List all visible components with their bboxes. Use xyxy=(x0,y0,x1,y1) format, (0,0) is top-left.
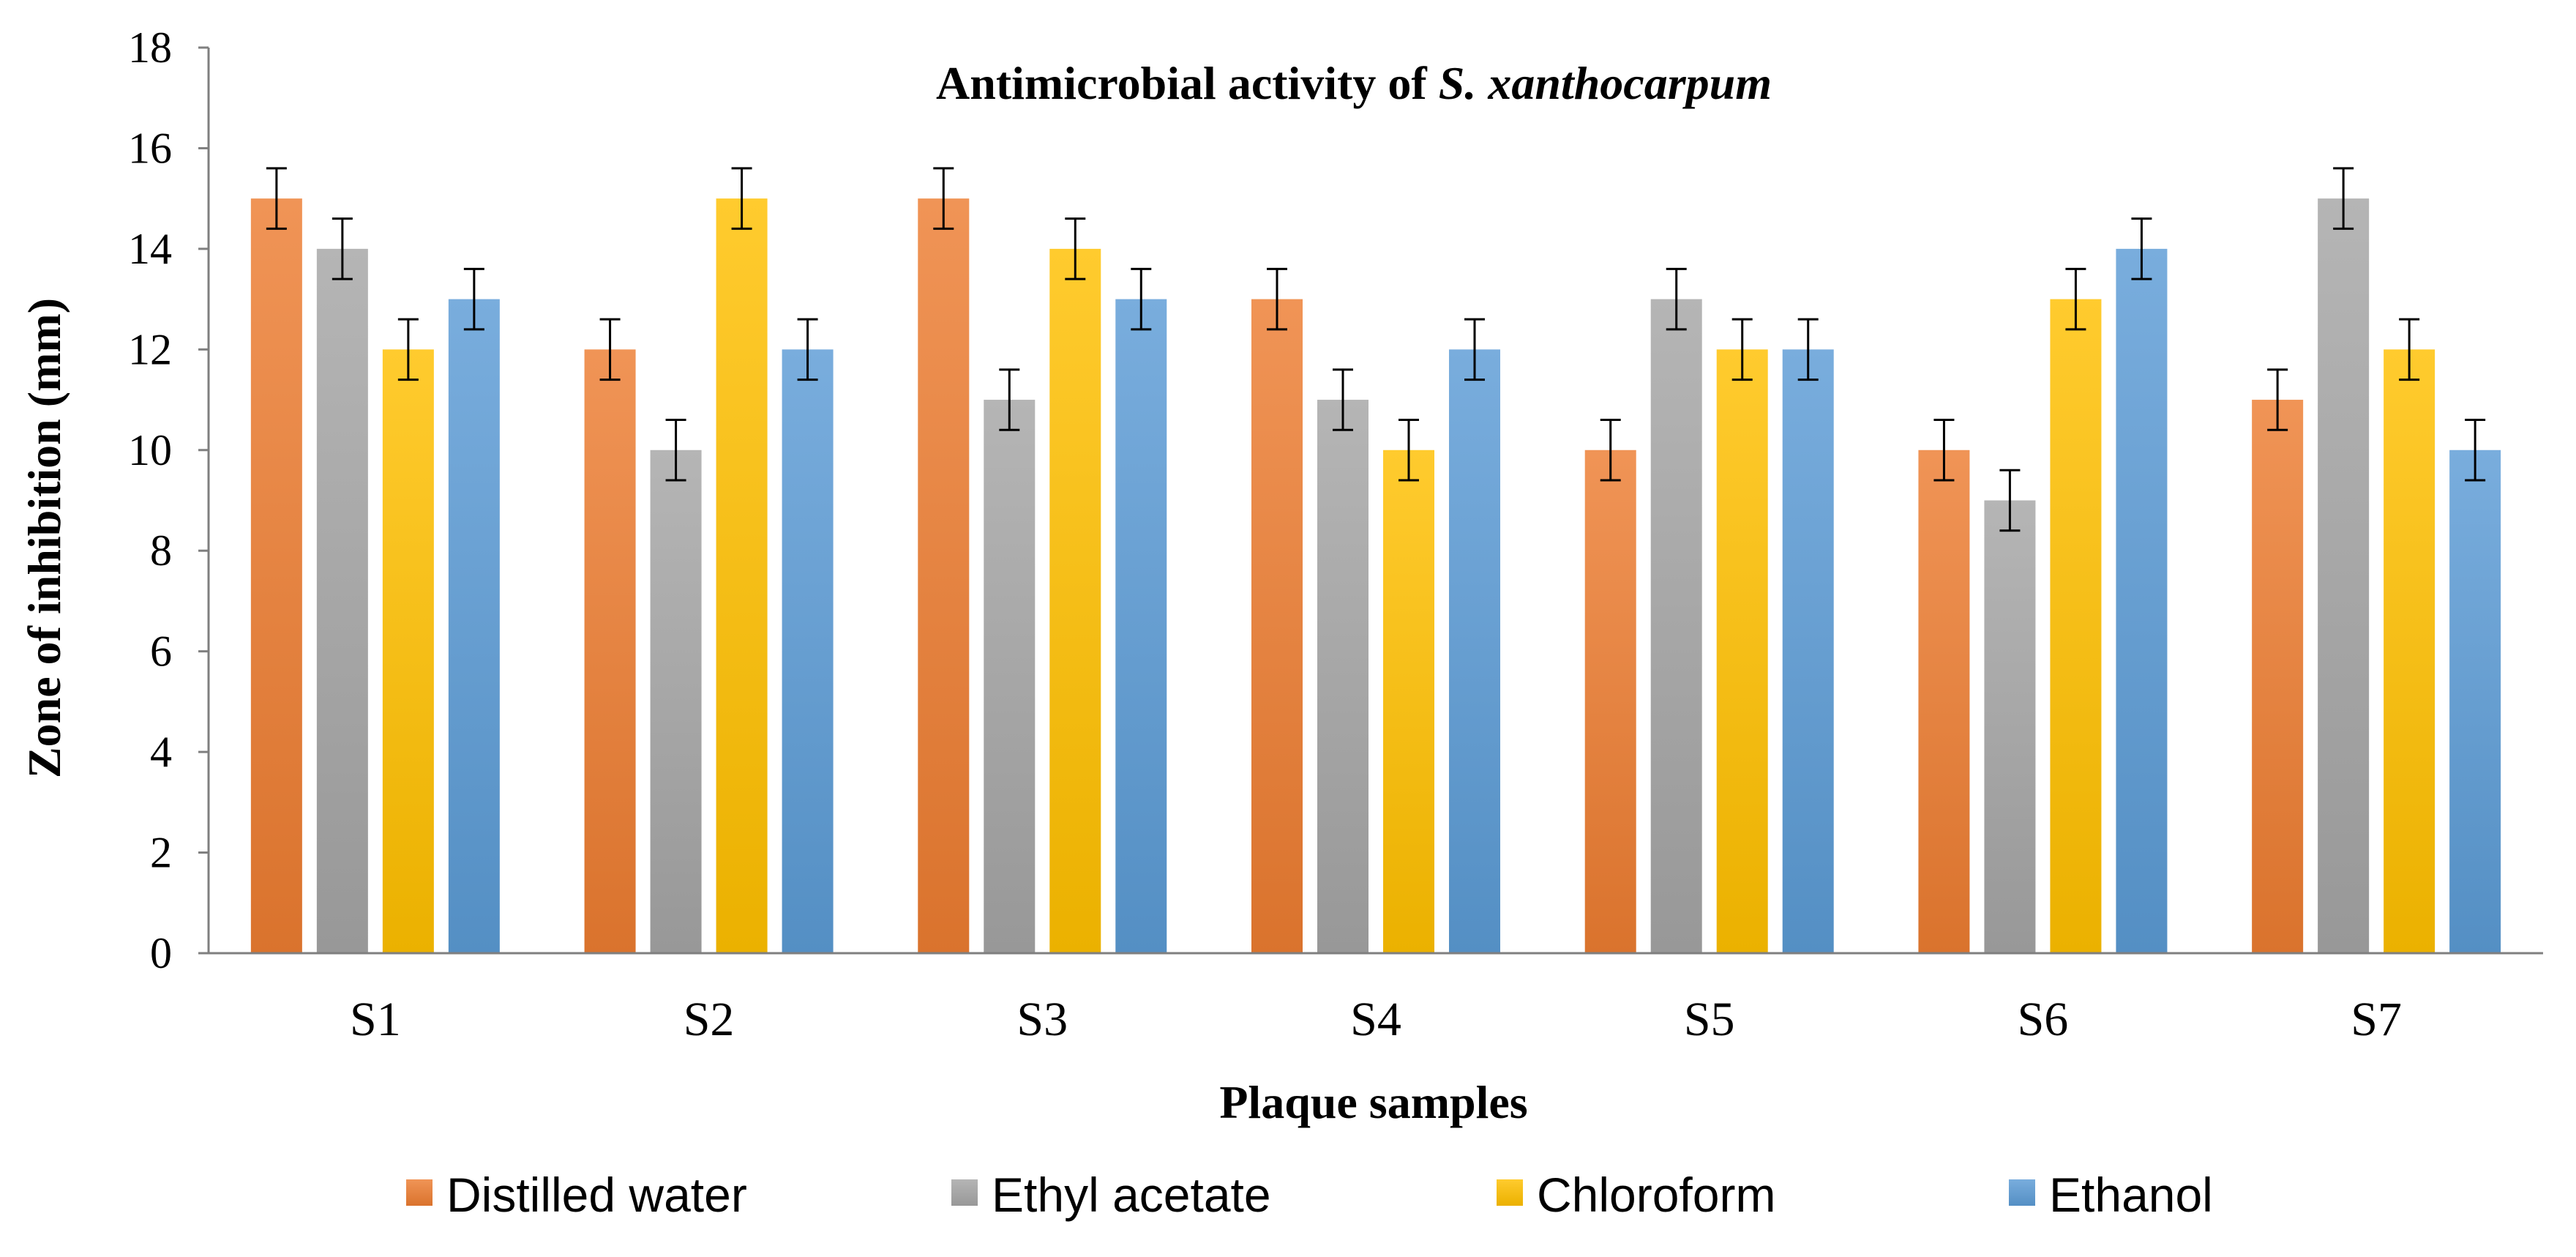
error-bar-S2-distilled-water xyxy=(599,318,621,381)
bar-S4-ethanol xyxy=(1449,349,1500,953)
bar-S3-ethyl-acetate xyxy=(984,400,1036,953)
bar-S6-chloroform xyxy=(2050,299,2102,954)
bar-S7-distilled-water xyxy=(2252,400,2304,953)
legend-item-distilled-water: Distilled water xyxy=(406,1168,747,1222)
error-bar-S6-ethanol xyxy=(2131,217,2152,280)
bar-S3-ethanol xyxy=(1115,299,1167,954)
bar-S6-distilled-water xyxy=(1918,450,1970,953)
error-bar-S1-ethanol xyxy=(463,267,484,331)
y-tick-label-16: 16 xyxy=(128,124,172,172)
y-tick-label-6: 6 xyxy=(150,627,172,676)
x-tick-label-S3: S3 xyxy=(1016,993,1068,1046)
bar-S7-ethyl-acetate xyxy=(2318,198,2370,954)
y-tick-label-2: 2 xyxy=(150,829,172,877)
chart-title-main: Antimicrobial activity of xyxy=(936,57,1427,109)
error-bar-S5-chloroform xyxy=(1731,318,1753,381)
bars-layer xyxy=(250,198,2501,954)
bar-S4-distilled-water xyxy=(1251,299,1303,954)
y-axis-title: Zone of inhibition (mm) xyxy=(18,298,70,778)
chart-title-species: S. xanthocarpum xyxy=(1439,57,1772,109)
legend-swatch xyxy=(2009,1179,2035,1206)
legend-item-ethanol: Ethanol xyxy=(2009,1168,2213,1222)
bar-S1-ethanol xyxy=(448,299,500,954)
error-bars-layer xyxy=(266,167,2486,532)
bar-S1-ethyl-acetate xyxy=(316,248,368,953)
bar-S5-ethanol xyxy=(1782,349,1834,953)
bar-S1-distilled-water xyxy=(250,198,302,954)
bar-S5-ethyl-acetate xyxy=(1650,299,1702,954)
y-tick-label-0: 0 xyxy=(150,929,172,977)
x-tick-label-S5: S5 xyxy=(1684,993,1735,1046)
bar-S6-ethyl-acetate xyxy=(1984,500,2036,953)
error-bar-S5-ethyl-acetate xyxy=(1666,267,1687,331)
legend-label: Chloroform xyxy=(1537,1168,1775,1222)
error-bar-S1-chloroform xyxy=(397,318,419,381)
y-tick-label-10: 10 xyxy=(128,426,172,474)
x-axis-title: Plaque samples xyxy=(1219,1076,1527,1128)
error-bar-S4-distilled-water xyxy=(1267,267,1287,331)
x-tick-label-S6: S6 xyxy=(2018,993,2069,1046)
error-bar-S4-ethanol xyxy=(1464,318,1485,381)
error-bar-S3-chloroform xyxy=(1065,217,1086,280)
bar-S2-ethyl-acetate xyxy=(650,450,702,953)
error-bar-S6-chloroform xyxy=(2065,267,2086,331)
error-bar-S3-ethyl-acetate xyxy=(999,368,1020,431)
bar-S7-chloroform xyxy=(2384,349,2435,953)
y-tick-label-4: 4 xyxy=(150,728,172,776)
x-tick-label-S2: S2 xyxy=(684,993,735,1046)
error-bar-S4-ethyl-acetate xyxy=(1333,368,1353,431)
bar-S4-chloroform xyxy=(1383,450,1434,953)
bar-S1-chloroform xyxy=(382,349,434,953)
error-bar-S7-chloroform xyxy=(2399,318,2420,381)
error-bar-S5-ethanol xyxy=(1797,318,1819,381)
error-bar-S3-distilled-water xyxy=(933,167,954,230)
bar-S5-distilled-water xyxy=(1584,450,1636,953)
x-tick-label-S1: S1 xyxy=(350,993,401,1046)
bar-S4-ethyl-acetate xyxy=(1317,400,1368,953)
error-bar-S6-distilled-water xyxy=(1933,419,1955,482)
y-tick-label-8: 8 xyxy=(150,526,172,575)
error-bar-S6-ethyl-acetate xyxy=(1999,469,2021,532)
error-bar-S2-chloroform xyxy=(731,167,752,230)
legend-swatch xyxy=(1497,1179,1523,1206)
legend-swatch xyxy=(406,1179,433,1206)
legend-swatch xyxy=(951,1179,978,1206)
error-bar-S1-distilled-water xyxy=(266,167,287,230)
bar-S2-distilled-water xyxy=(584,349,636,953)
y-tick-label-12: 12 xyxy=(128,325,172,373)
error-bar-S3-ethanol xyxy=(1131,267,1152,331)
bar-S3-distilled-water xyxy=(918,198,970,954)
legend-label: Ethanol xyxy=(2049,1168,2213,1222)
legend: Distilled water Ethyl acetate Chloroform Et… xyxy=(406,1168,2213,1222)
bar-S2-ethanol xyxy=(782,349,834,953)
chart-title: Antimicrobial activity of S. xanthocarpu… xyxy=(936,57,1772,109)
y-tick-label-18: 18 xyxy=(128,23,172,72)
error-bar-S7-distilled-water xyxy=(2267,368,2288,431)
bar-S2-chloroform xyxy=(716,198,768,954)
error-bar-S1-ethyl-acetate xyxy=(332,217,353,280)
y-tick-label-14: 14 xyxy=(128,225,172,273)
error-bar-S2-ethanol xyxy=(797,318,818,381)
error-bar-S7-ethanol xyxy=(2465,419,2486,482)
legend-label: Ethyl acetate xyxy=(992,1168,1271,1222)
axes: S1 S2 S3 S4 S5 S6 S7 0 2 4 6 8 10 12 14 16 18 xyxy=(128,23,2543,1046)
bar-S3-chloroform xyxy=(1049,248,1101,953)
error-bar-S5-distilled-water xyxy=(1600,419,1621,482)
error-bar-S4-chloroform xyxy=(1399,419,1419,482)
error-bar-S2-ethyl-acetate xyxy=(665,419,686,482)
error-bar-S7-ethyl-acetate xyxy=(2333,167,2354,230)
bar-S6-ethanol xyxy=(2116,248,2168,953)
x-tick-label-S7: S7 xyxy=(2351,993,2402,1046)
legend-item-ethyl-acetate: Ethyl acetate xyxy=(951,1168,1271,1222)
bar-S7-ethanol xyxy=(2449,450,2501,953)
bar-S5-chloroform xyxy=(1716,349,1768,953)
legend-label: Distilled water xyxy=(446,1168,747,1222)
legend-item-chloroform: Chloroform xyxy=(1497,1168,1775,1222)
x-tick-label-S4: S4 xyxy=(1350,993,1401,1046)
